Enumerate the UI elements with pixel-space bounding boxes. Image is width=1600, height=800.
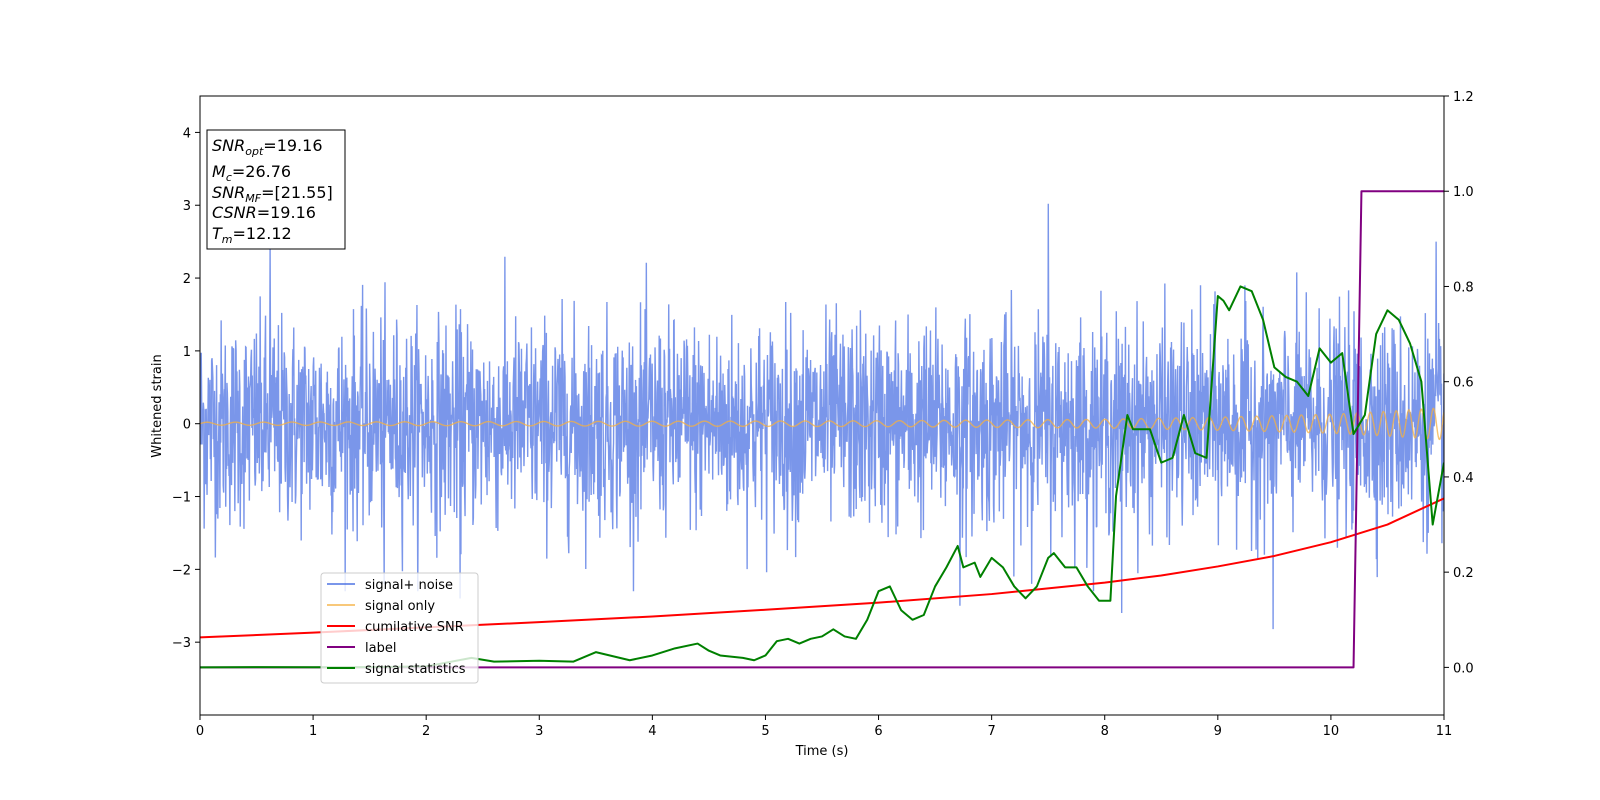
y-right-tick-label: 1.0	[1453, 185, 1474, 200]
y-right-tick-label: 0.8	[1453, 280, 1474, 295]
legend-label-signal-statistics: signal statistics	[365, 662, 466, 677]
y-left-tick-label: 0	[183, 418, 191, 433]
y-left-tick-label: 1	[183, 345, 191, 360]
x-tick-label: 11	[1436, 724, 1453, 739]
legend: signal+ noise signal only cumilative SNR…	[320, 572, 479, 684]
y-right-tick-label: 0.6	[1453, 376, 1474, 391]
series-signal-statistics-line	[200, 285, 1444, 669]
annotation-mc: Mc=26.76	[212, 162, 291, 184]
legend-item-label: label	[327, 641, 396, 656]
x-tick-label: 7	[987, 724, 995, 739]
legend-frame	[320, 572, 479, 684]
x-tick-label: 6	[874, 724, 882, 739]
legend-item-signal-statistics: signal statistics	[327, 662, 466, 677]
y-left-tick-label: 2	[183, 272, 191, 287]
y-left-tick-label: −3	[172, 636, 191, 651]
y-axis-left: −3 −2 −1 0 1 2 3 4	[172, 126, 200, 651]
x-tick-label: 2	[422, 724, 430, 739]
annotation-csnr: CSNR=19.16	[212, 203, 316, 222]
x-tick-label: 8	[1101, 724, 1109, 739]
legend-item-signal-only: signal only	[327, 599, 435, 614]
series-signal-noise-line	[200, 203, 1444, 630]
legend-label-signal-noise: signal+ noise	[365, 578, 453, 593]
y-left-tick-label: 3	[183, 199, 191, 214]
legend-label-label: label	[365, 641, 396, 656]
annotation-frame	[206, 129, 346, 250]
annotation-tm: Tm=12.12	[212, 224, 292, 246]
legend-label-signal-only: signal only	[365, 599, 435, 614]
x-tick-label: 1	[309, 724, 317, 739]
y-right-tick-label: 0.0	[1453, 661, 1474, 676]
x-axis-title: Time (s)	[795, 744, 849, 759]
x-axis: 0 1 2 3 4 5 6 7 8 9 10 11	[196, 715, 1452, 739]
x-tick-label: 0	[196, 724, 204, 739]
legend-item-cumilative-snr: cumilative SNR	[327, 620, 464, 635]
annotation-box: SNRopt=19.16 Mc=26.76 SNRMF=[21.55] CSNR…	[206, 129, 346, 250]
x-tick-label: 4	[648, 724, 656, 739]
x-tick-label: 5	[761, 724, 769, 739]
plot-frame	[199, 95, 1445, 716]
y-axis-right: 0.0 0.2 0.4 0.6 0.8 1.0 1.2	[1444, 90, 1474, 676]
series-signal-only-line	[200, 407, 1444, 441]
y-left-tick-label: 4	[183, 126, 191, 141]
y-right-tick-label: 0.2	[1453, 566, 1474, 581]
y-left-tick-label: −1	[172, 491, 191, 506]
legend-label-cumilative-snr: cumilative SNR	[365, 620, 464, 635]
y-axis-title: Whitened strain	[150, 354, 165, 457]
y-right-tick-label: 1.2	[1453, 90, 1474, 105]
x-tick-label: 10	[1323, 724, 1340, 739]
annotation-snr-mf: SNRMF=[21.55]	[212, 183, 333, 205]
x-tick-label: 3	[535, 724, 543, 739]
annotation-snr-opt: SNRopt=19.16	[212, 136, 323, 158]
y-right-tick-label: 0.4	[1453, 471, 1474, 486]
x-tick-label: 9	[1214, 724, 1222, 739]
y-left-tick-label: −2	[172, 563, 191, 578]
legend-item-signal-noise: signal+ noise	[327, 578, 453, 593]
